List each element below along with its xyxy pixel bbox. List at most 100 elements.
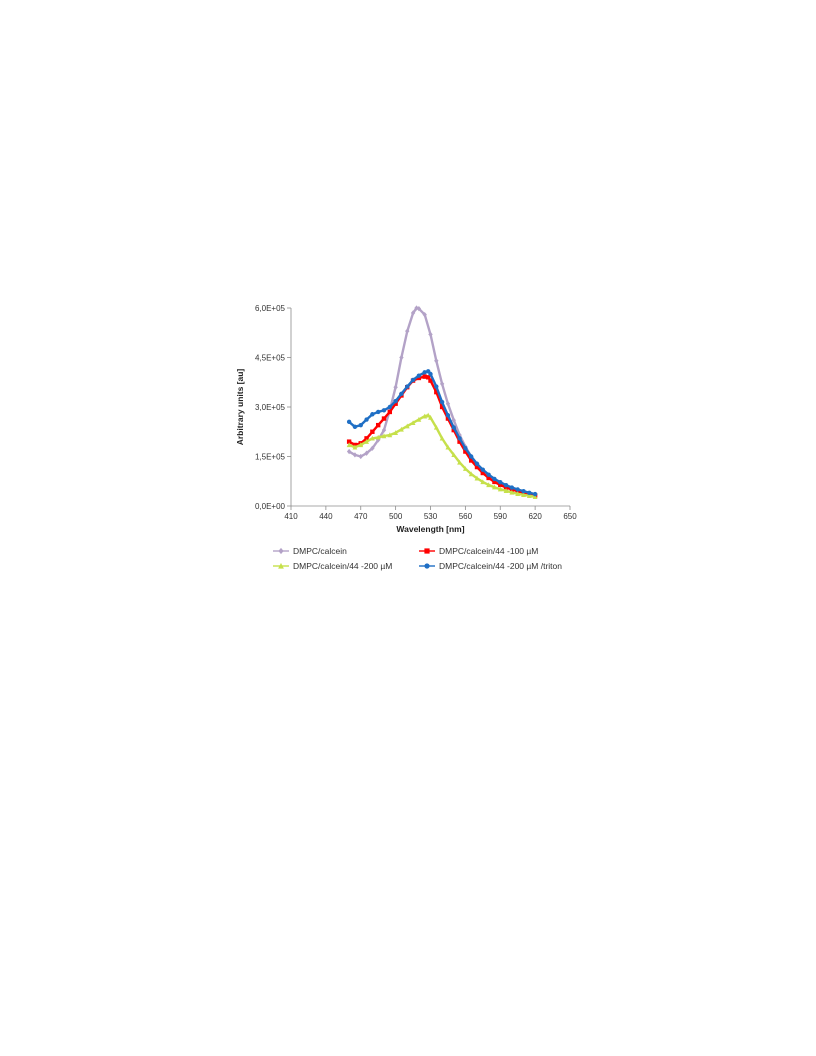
data-point xyxy=(457,436,462,441)
data-point xyxy=(497,486,503,492)
data-point xyxy=(393,398,398,404)
data-point xyxy=(364,436,369,441)
y-axis-title: Arbitrary units [au] xyxy=(235,369,245,446)
data-point xyxy=(352,452,358,458)
data-point xyxy=(364,417,369,422)
data-point xyxy=(381,433,387,439)
data-point xyxy=(457,459,462,465)
data-point xyxy=(375,422,381,428)
data-point xyxy=(370,412,375,417)
legend-item: DMPC/calcein/44 -200 µM /triton xyxy=(419,561,562,571)
data-point xyxy=(346,439,352,444)
data-point xyxy=(428,331,433,338)
data-point xyxy=(509,489,515,495)
x-axis-title: Wavelength [nm] xyxy=(396,524,464,534)
data-point xyxy=(405,384,410,389)
legend-item: DMPC/calcein/44 -200 µM xyxy=(273,561,392,571)
data-point xyxy=(445,416,451,421)
y-tick-label: 1,5E+05 xyxy=(255,453,286,462)
data-point xyxy=(425,375,431,380)
data-point xyxy=(428,371,433,377)
data-point xyxy=(364,450,369,456)
data-point xyxy=(468,458,474,463)
data-point xyxy=(486,472,491,477)
data-point xyxy=(474,464,480,470)
data-point xyxy=(358,422,363,428)
data-point xyxy=(480,479,486,485)
data-point xyxy=(439,381,445,387)
y-tick-label: 0,0E+00 xyxy=(255,502,286,511)
data-point xyxy=(503,488,509,494)
data-point xyxy=(428,414,433,420)
y-tick-label: 4,5E+05 xyxy=(255,354,286,363)
legend-marker xyxy=(424,548,430,554)
data-point xyxy=(364,439,369,444)
data-point xyxy=(393,401,398,406)
data-point xyxy=(387,404,393,410)
series-4 xyxy=(346,369,538,497)
data-point xyxy=(387,409,393,415)
data-point xyxy=(393,384,398,390)
legend-item: DMPC/calcein/44 -100 µM xyxy=(419,546,538,556)
data-point xyxy=(381,416,387,421)
series-lines xyxy=(346,305,538,499)
data-point xyxy=(445,413,451,418)
data-point xyxy=(498,480,503,485)
data-point xyxy=(527,490,532,495)
data-point xyxy=(492,479,497,485)
data-point xyxy=(474,475,480,481)
series-3 xyxy=(346,412,538,499)
data-point xyxy=(457,439,462,444)
data-point xyxy=(416,416,422,422)
data-point xyxy=(498,482,503,488)
data-point xyxy=(416,373,422,378)
data-point xyxy=(416,306,422,312)
data-point xyxy=(410,377,416,383)
data-point xyxy=(515,487,520,492)
data-point xyxy=(445,401,451,407)
y-tick-label: 6,0E+05 xyxy=(255,304,286,313)
data-point xyxy=(439,404,445,410)
data-point xyxy=(463,449,468,454)
x-tick-label: 410 xyxy=(284,512,298,521)
axes: 0,0E+00 1,5E+05 3,0E+05 4,5E+05 6,0E+05 410 44… xyxy=(235,304,577,534)
data-point xyxy=(532,491,538,497)
data-point xyxy=(404,423,410,429)
data-point xyxy=(451,417,456,423)
data-point xyxy=(439,435,445,441)
data-point xyxy=(468,454,474,459)
x-tick-label: 440 xyxy=(319,512,333,521)
data-point xyxy=(358,453,363,460)
data-point xyxy=(375,409,381,415)
data-point xyxy=(399,354,404,361)
data-point xyxy=(346,419,352,425)
legend-label: DMPC/calcein/44 -200 µM xyxy=(293,561,392,571)
data-point xyxy=(387,432,393,438)
data-point xyxy=(468,471,474,477)
data-point xyxy=(480,467,486,472)
data-point xyxy=(434,358,439,364)
data-point xyxy=(352,444,358,450)
x-tick-label: 500 xyxy=(389,512,403,521)
legend-marker xyxy=(278,547,284,555)
data-point xyxy=(352,424,358,429)
legend: DMPC/calcein DMPC/calcein/44 -100 µM DMPC/… xyxy=(273,546,562,571)
data-point xyxy=(451,452,457,458)
data-point xyxy=(503,483,509,488)
data-point xyxy=(399,426,404,432)
data-point xyxy=(410,420,416,426)
data-point xyxy=(492,484,497,490)
data-point xyxy=(434,389,439,395)
data-point xyxy=(521,492,526,497)
data-point xyxy=(399,391,404,396)
data-point xyxy=(433,424,439,430)
data-point xyxy=(521,488,526,494)
data-point xyxy=(486,475,491,481)
data-point xyxy=(375,434,381,440)
data-point xyxy=(439,399,445,405)
data-point xyxy=(434,384,439,389)
x-tick-label: 590 xyxy=(494,512,508,521)
x-tick-label: 650 xyxy=(563,512,577,521)
